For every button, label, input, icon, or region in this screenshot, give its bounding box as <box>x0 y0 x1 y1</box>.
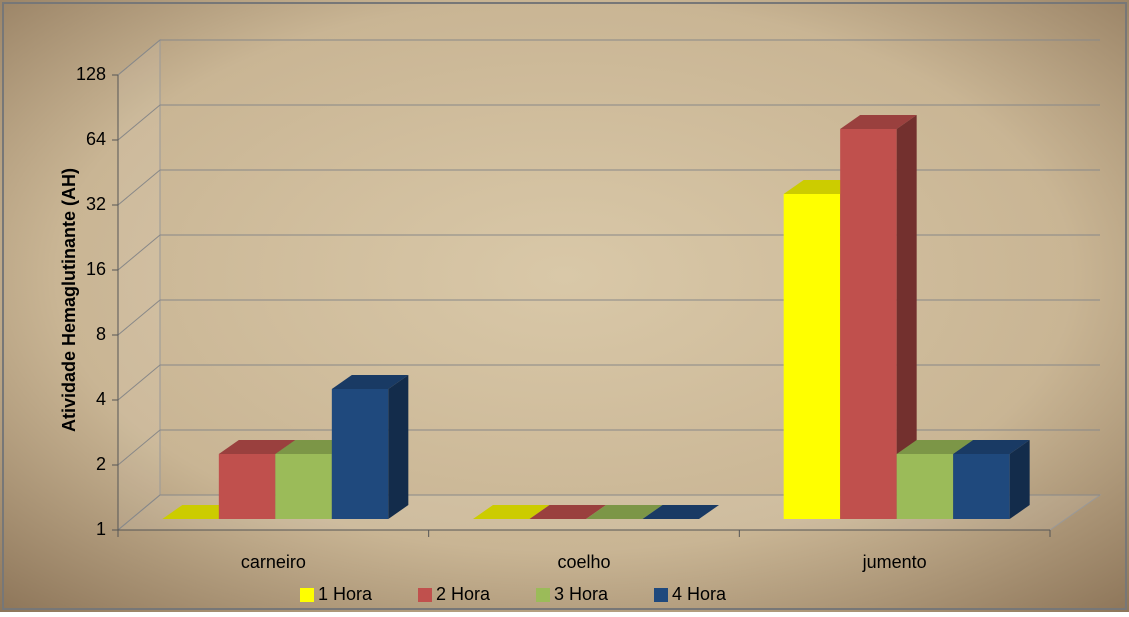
chart: Atividade Hemaglutinante (AH) 1 2 4 8 16 32 64… <box>0 0 1129 612</box>
bar-side <box>388 375 408 519</box>
back-wall <box>118 40 160 530</box>
x-tick-label: carneiro <box>241 552 306 572</box>
y-axis-label: Atividade Hemaglutinante (AH) <box>59 168 79 432</box>
y-tick-label: 4 <box>96 389 106 409</box>
legend-swatch <box>418 588 432 602</box>
bar <box>332 389 389 519</box>
y-tick-label: 16 <box>86 259 106 279</box>
bar <box>897 454 954 519</box>
legend-label: 1 Hora <box>318 584 373 604</box>
y-tick-label: 2 <box>96 454 106 474</box>
legend-label: 2 Hora <box>436 584 491 604</box>
y-tick-label: 32 <box>86 194 106 214</box>
bar <box>840 129 897 519</box>
legend-swatch <box>300 588 314 602</box>
y-tick-label: 64 <box>86 129 106 149</box>
legend-label: 4 Hora <box>672 584 727 604</box>
y-tick-label: 8 <box>96 324 106 344</box>
bar <box>953 454 1010 519</box>
bar <box>275 454 332 519</box>
bar <box>784 194 841 519</box>
bar <box>219 454 275 519</box>
y-tick-label: 1 <box>96 519 106 539</box>
x-tick-label: jumento <box>862 552 927 572</box>
legend-swatch <box>536 588 550 602</box>
legend-label: 3 Hora <box>554 584 609 604</box>
legend-swatch <box>654 588 668 602</box>
y-tick-label: 128 <box>76 64 106 84</box>
x-tick-label: coelho <box>557 552 610 572</box>
